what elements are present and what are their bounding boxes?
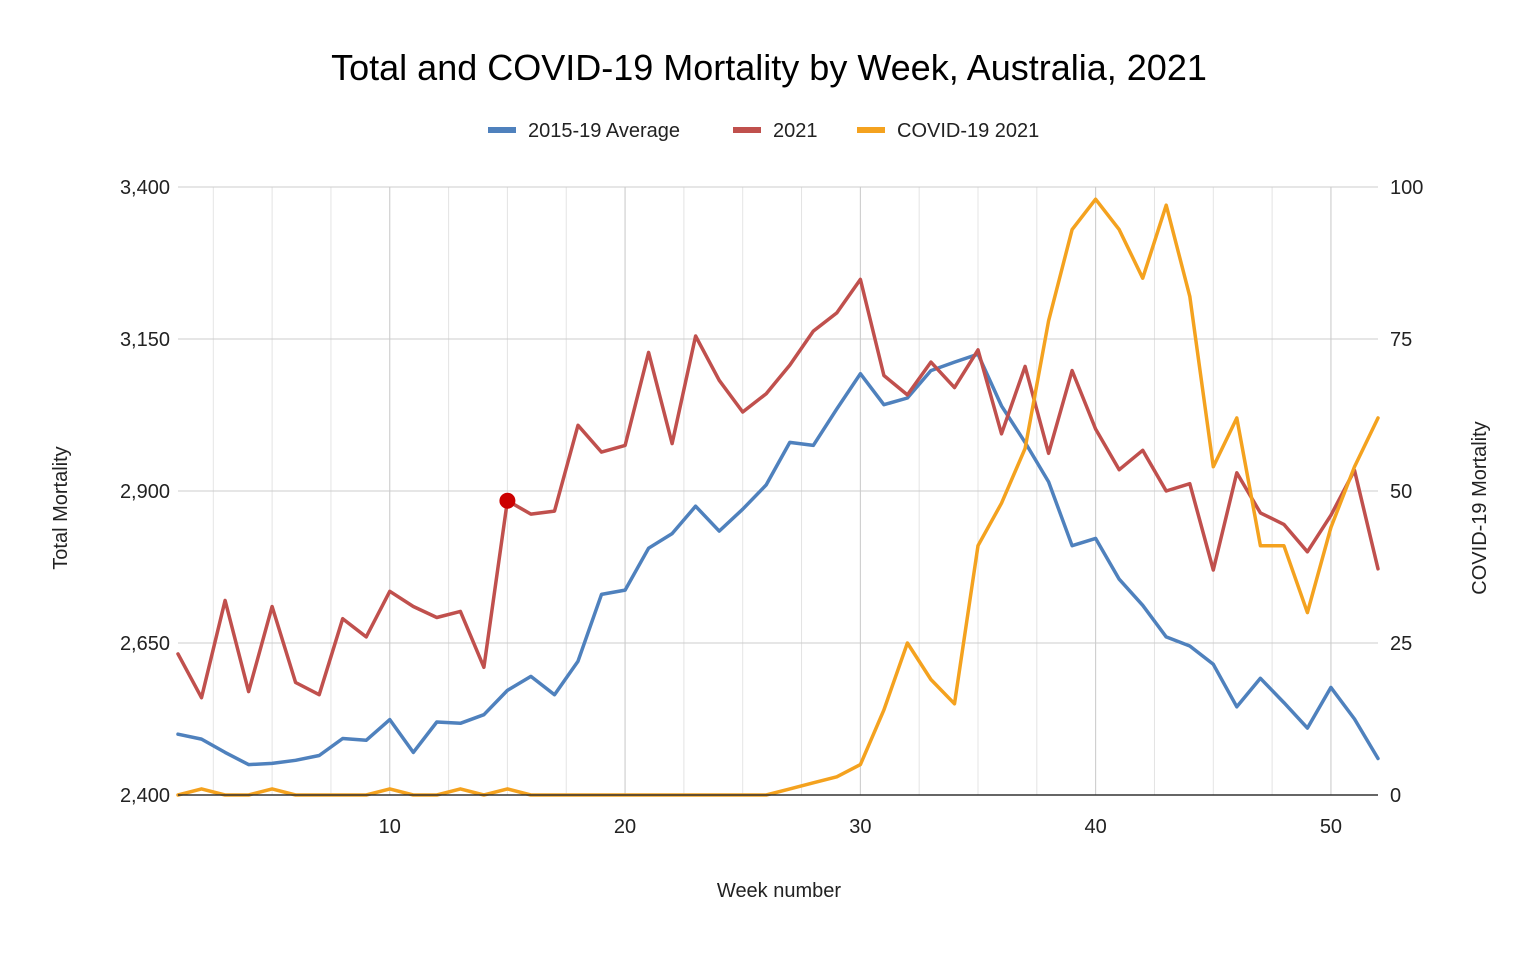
axes: 2,400 2,650 2,900 3,150 3,400 0 25 50 75 100 10 20 3…: [120, 177, 1423, 838]
y-right-tick-label: 50: [1390, 481, 1412, 503]
series-line-2: [176, 277, 1380, 700]
x-axis-label: Week number: [717, 880, 841, 902]
y-axis-left-label: Total Mortality: [50, 446, 72, 569]
legend-label: 2015-19 Average: [528, 120, 680, 142]
series-line-3: [176, 197, 1380, 797]
y-right-tick-label: 25: [1390, 633, 1412, 655]
chart-title: Total and COVID-19 Mortality by Week, Au…: [331, 47, 1207, 88]
y-left-tick-label: 2,400: [120, 785, 170, 807]
x-tick-label: 30: [849, 816, 871, 838]
legend-item: 2021: [733, 120, 818, 142]
y-axis-right-label: COVID-19 Mortality: [1469, 421, 1491, 594]
chart-legend: 2015-19 Average 2021 COVID-19 2021: [488, 120, 1039, 142]
legend-item: COVID-19 2021: [857, 120, 1039, 142]
y-right-tick-label: 75: [1390, 329, 1412, 351]
legend-label: COVID-19 2021: [897, 120, 1039, 142]
highlight-point-marker: [499, 492, 516, 509]
y-left-tick-label: 3,150: [120, 329, 170, 351]
x-tick-label: 40: [1085, 816, 1107, 838]
series-layer: [176, 197, 1380, 797]
legend-item: 2015-19 Average: [488, 120, 680, 142]
legend-label: 2021: [773, 120, 818, 142]
y-left-tick-label: 2,900: [120, 481, 170, 503]
series-line-1: [176, 352, 1380, 767]
y-left-tick-label: 2,650: [120, 633, 170, 655]
y-right-tick-label: 0: [1390, 785, 1401, 807]
y-left-tick-label: 3,400: [120, 177, 170, 199]
x-tick-label: 20: [614, 816, 636, 838]
x-tick-label: 10: [379, 816, 401, 838]
x-tick-label: 50: [1320, 816, 1342, 838]
y-right-tick-label: 100: [1390, 177, 1423, 199]
